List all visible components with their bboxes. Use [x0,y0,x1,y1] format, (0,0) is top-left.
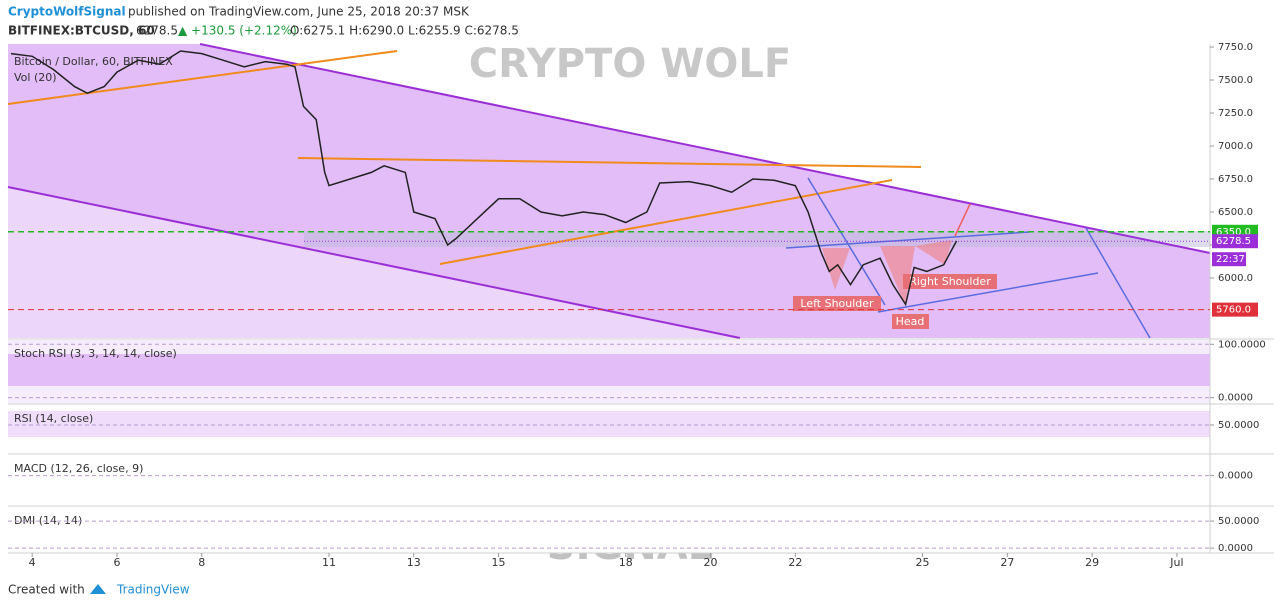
x-tick-label: 27 [1000,556,1014,569]
change: ▲ +130.5 (+2.12%) [178,24,297,38]
indicator-tick-label: 50.0000 [1218,516,1259,527]
x-tick-label: 8 [198,556,205,569]
x-tick-label: 20 [704,556,718,569]
trendline [807,177,886,306]
legend-entry: Vol (20) [14,71,57,84]
annotation-box [793,296,881,311]
dmi-panel [8,507,1210,553]
drawings [7,43,1211,339]
y-tick-label: 6750.0 [1218,174,1253,185]
x-tick-label: 29 [1085,556,1099,569]
y-tick-label: 7000.0 [1218,141,1253,152]
y-tick-label: 7750.0 [1218,42,1253,53]
x-tick-label: 25 [916,556,930,569]
trendline [297,157,922,168]
indicator-tick-label: 0.0000 [1218,471,1253,482]
footer-created: Created with [8,583,85,597]
x-tick-label: 4 [29,556,36,569]
indicator-name: DMI (14, 14) [14,514,82,527]
symbol: BITFINEX:BTCUSD, 60 [8,24,155,38]
pattern-head [880,246,915,305]
author[interactable]: CryptoWolfSignal [8,5,126,19]
price-tag [1212,234,1258,249]
neckline [785,231,1031,249]
trendline [439,179,893,265]
price-tag [1212,302,1258,317]
indicator-name: MACD (12, 26, close, 9) [14,462,143,475]
price-tag-label: 6278.5 [1216,236,1251,247]
annotation: Left Shoulder [800,297,874,310]
rsi-band [8,411,1210,437]
last: 6278.5 [136,24,178,38]
published: published on TradingView.com, June 25, 2… [128,5,470,19]
trendline [1085,227,1151,339]
pattern-right [915,240,952,265]
range-box [304,231,1210,247]
price-line-series [10,50,958,307]
price-tag-label: 5760.0 [1216,305,1251,316]
annotation-box [903,274,997,289]
projection [954,203,971,237]
x-tick-label: 22 [788,556,802,569]
x-tick-label: 18 [619,556,633,569]
countdown: 22:37 [1216,254,1245,265]
x-tick-label: 6 [113,556,120,569]
pattern-left [822,248,850,290]
price-tag-label: 6350.0 [1216,227,1251,238]
countdown-tag [1212,252,1246,267]
x-tick-label: 15 [492,556,506,569]
indicator-tick-label: 100.0000 [1218,339,1266,350]
indicator-name: RSI (14, close) [14,412,93,425]
y-tick-label: 6000.0 [1218,273,1253,284]
indicator-name: Stoch RSI (3, 3, 14, 14, close) [14,347,177,360]
indicator-tick-label: 50.0000 [1218,420,1259,431]
annotation: Right Shoulder [909,275,991,288]
stoch-band [8,354,1210,386]
separators [8,44,1274,554]
y-tick-label: 6500.0 [1218,207,1253,218]
x-tick-label: 13 [407,556,421,569]
y-tick-label: 7500.0 [1218,75,1253,86]
y-tick-label: 7250.0 [1218,108,1253,119]
watermark: CRYPTO WOLF [469,41,791,87]
trendline [7,50,398,105]
annotation-box [892,314,929,329]
legend-entry: Bitcoin / Dollar, 60, BITFINEX [14,55,173,68]
x-tick-label: 11 [322,556,336,569]
x-tick-label: Jul [1169,556,1183,569]
channel-bottom [7,186,741,339]
channel-top [199,43,1211,254]
footer-brand[interactable]: TradingView [116,583,190,597]
annotation: Head [896,315,925,328]
indicator-tick-label: 0.0000 [1218,393,1253,404]
macd-panel [8,455,1210,505]
tv-logo [90,584,106,594]
ohlc: O:6275.1 H:6290.0 L:6255.9 C:6278.5 [290,24,519,38]
trendline [877,272,1099,313]
indicator-tick-label: 0.0000 [1218,543,1253,554]
